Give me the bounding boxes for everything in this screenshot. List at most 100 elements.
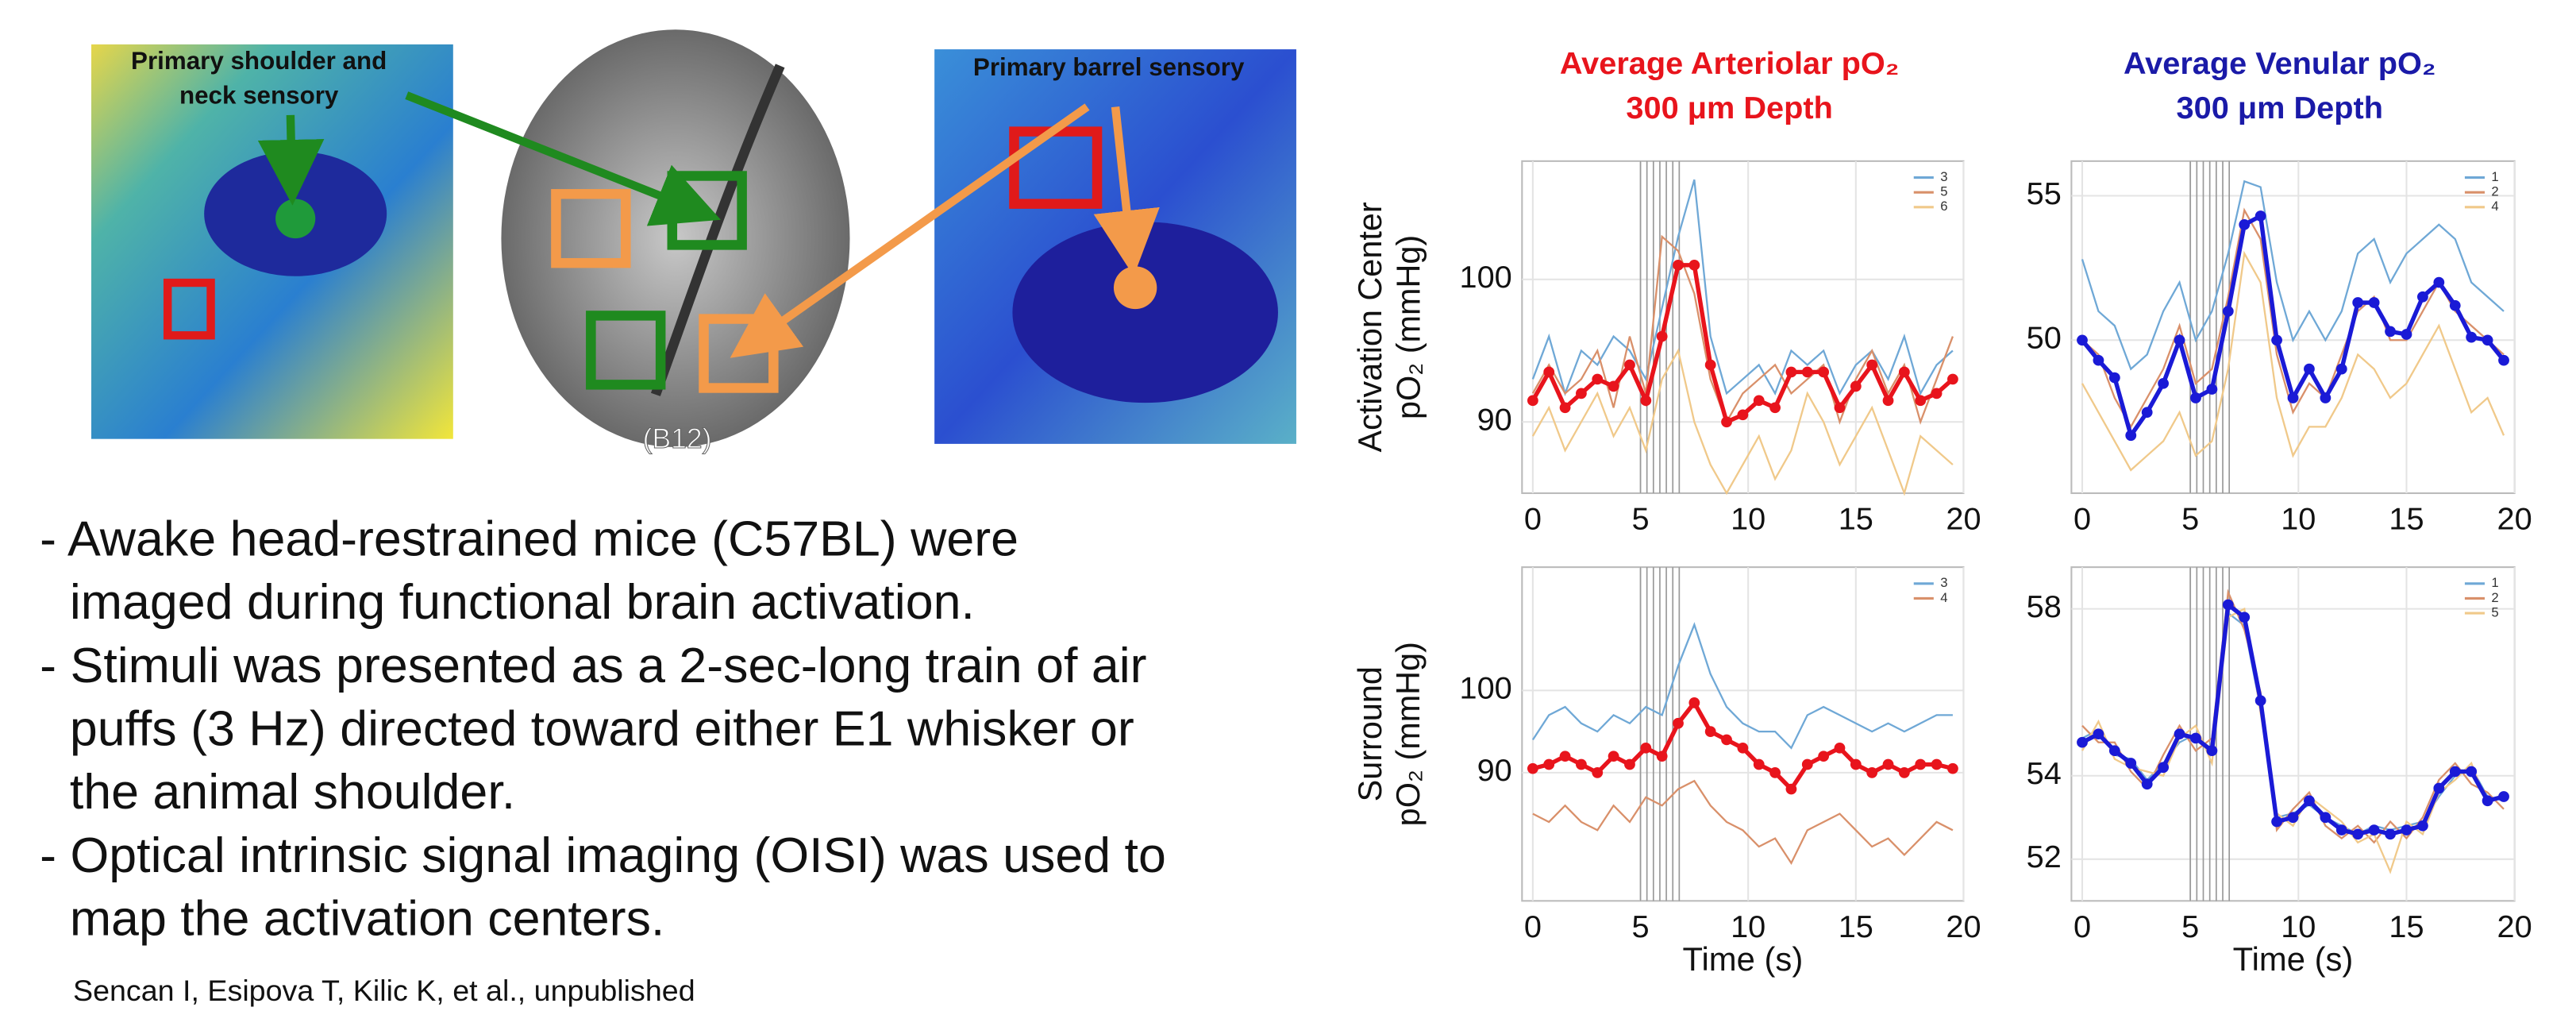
bullet-line: map the activation centers.: [70, 892, 665, 947]
data-point: [1737, 409, 1749, 421]
data-point: [2498, 791, 2509, 802]
chart-title: Average Venular pO₂: [2124, 46, 2436, 81]
data-point: [1527, 762, 1538, 774]
activation-blob: [1012, 222, 1278, 403]
x-tick-label: 20: [1946, 909, 1981, 944]
data-point: [1640, 395, 1652, 407]
y-tick-label: 52: [2027, 839, 2062, 874]
data-point: [1592, 373, 1604, 385]
x-tick-label: 10: [1731, 909, 1765, 944]
data-point: [2222, 306, 2234, 317]
data-point: [1656, 751, 1668, 762]
data-point: [1543, 758, 1555, 770]
legend-label: 5: [1940, 184, 1947, 199]
data-point: [2482, 334, 2493, 346]
image-label: Primary shoulder and: [131, 47, 387, 75]
x-tick-label: 20: [1946, 502, 1981, 537]
arrow: [1093, 106, 1160, 276]
data-point: [2222, 599, 2234, 611]
data-point: [1866, 767, 1878, 778]
data-point: [2433, 276, 2445, 288]
data-point: [2417, 291, 2428, 303]
y-tick-label: 58: [2027, 589, 2062, 624]
x-tick-label: 15: [1839, 502, 1873, 537]
data-point: [1704, 359, 1716, 371]
bullet-line: imaged during functional brain activatio…: [70, 575, 975, 630]
legend-label: 4: [2491, 199, 2498, 214]
marker-dot: [275, 199, 316, 239]
data-point: [1559, 402, 1571, 414]
chart-subtitle: 300 μm Depth: [2177, 91, 2383, 125]
data-point: [2287, 812, 2299, 824]
bullet-line: the animal shoulder.: [70, 766, 515, 820]
legend-label: 5: [2491, 605, 2498, 620]
data-point: [2287, 392, 2299, 403]
y-tick-label: 90: [1477, 403, 1512, 438]
data-point: [2385, 326, 2396, 338]
data-point: [2482, 795, 2493, 807]
data-point: [2368, 297, 2380, 308]
x-tick-label: 0: [2074, 502, 2091, 537]
x-axis-label: Time (s): [2233, 940, 2354, 978]
data-point: [2335, 363, 2347, 375]
data-point: [1915, 395, 1927, 407]
y-tick-label: 100: [1459, 260, 1511, 295]
x-tick-label: 15: [2389, 909, 2424, 944]
data-point: [1850, 380, 1862, 392]
data-point: [2125, 758, 2137, 769]
roi-box: [551, 189, 631, 268]
data-point: [2190, 392, 2201, 403]
bullet-line: - Awake head-restrained mice (C57BL) wer…: [40, 512, 1018, 567]
plot-area: [1521, 566, 1965, 902]
data-point: [1624, 758, 1635, 770]
legend-label: 3: [1940, 575, 1947, 590]
data-point: [1624, 359, 1635, 371]
legend-label: 4: [1940, 590, 1947, 605]
series-line: [1532, 779, 1954, 866]
data-point: [1931, 758, 1943, 770]
data-point: [1688, 697, 1700, 708]
arrow: [405, 91, 722, 226]
image-label: Primary barrel sensory: [973, 53, 1245, 81]
data-point: [2206, 384, 2218, 395]
data-point: [1527, 395, 1538, 407]
data-point: [1721, 416, 1732, 428]
data-point: [1704, 726, 1716, 737]
data-point: [2239, 612, 2251, 623]
plot-area: [2070, 160, 2516, 495]
legend-label: 1: [2491, 169, 2498, 184]
data-point: [1769, 402, 1781, 414]
series-line: [2081, 179, 2505, 371]
data-point: [2417, 820, 2428, 832]
data-point: [2141, 407, 2153, 419]
data-point: [2368, 824, 2380, 836]
data-point: [1801, 758, 1813, 770]
chart: Average Arteriolar pO₂ 300 μm Depth Activa…: [1351, 46, 1981, 536]
data-point: [2108, 372, 2120, 384]
data-point: [1543, 366, 1555, 378]
data-point: [1785, 783, 1797, 795]
data-point: [2498, 354, 2509, 366]
data-point: [2320, 392, 2331, 403]
y-axis-label: pO₂ (mmHg): [1389, 642, 1427, 826]
series-line: [1531, 234, 1954, 425]
data-point: [2352, 297, 2364, 308]
chart: Average Venular pO₂ 300 μm Depth 50 55 0 5 10 1…: [2027, 46, 2532, 536]
data-point: [1656, 330, 1668, 342]
data-point: [1915, 758, 1927, 770]
series-line: [2081, 250, 2505, 472]
legend-label: 3: [1940, 169, 1947, 184]
x-tick-label: 5: [1631, 909, 1649, 944]
data-point: [1882, 758, 1894, 770]
x-tick-label: 5: [1631, 502, 1649, 537]
bullet-list: - Awake head-restrained mice (C57BL) wer…: [40, 512, 1166, 947]
data-point: [1769, 767, 1781, 778]
legend-label: 1: [2491, 575, 2498, 590]
x-tick-label: 0: [1524, 502, 1542, 537]
data-point: [1834, 742, 1846, 754]
series-line: [1531, 622, 1953, 750]
data-point: [1931, 388, 1943, 399]
data-point: [1673, 717, 1684, 729]
roi-box: [163, 278, 215, 340]
vessel: [650, 64, 785, 396]
